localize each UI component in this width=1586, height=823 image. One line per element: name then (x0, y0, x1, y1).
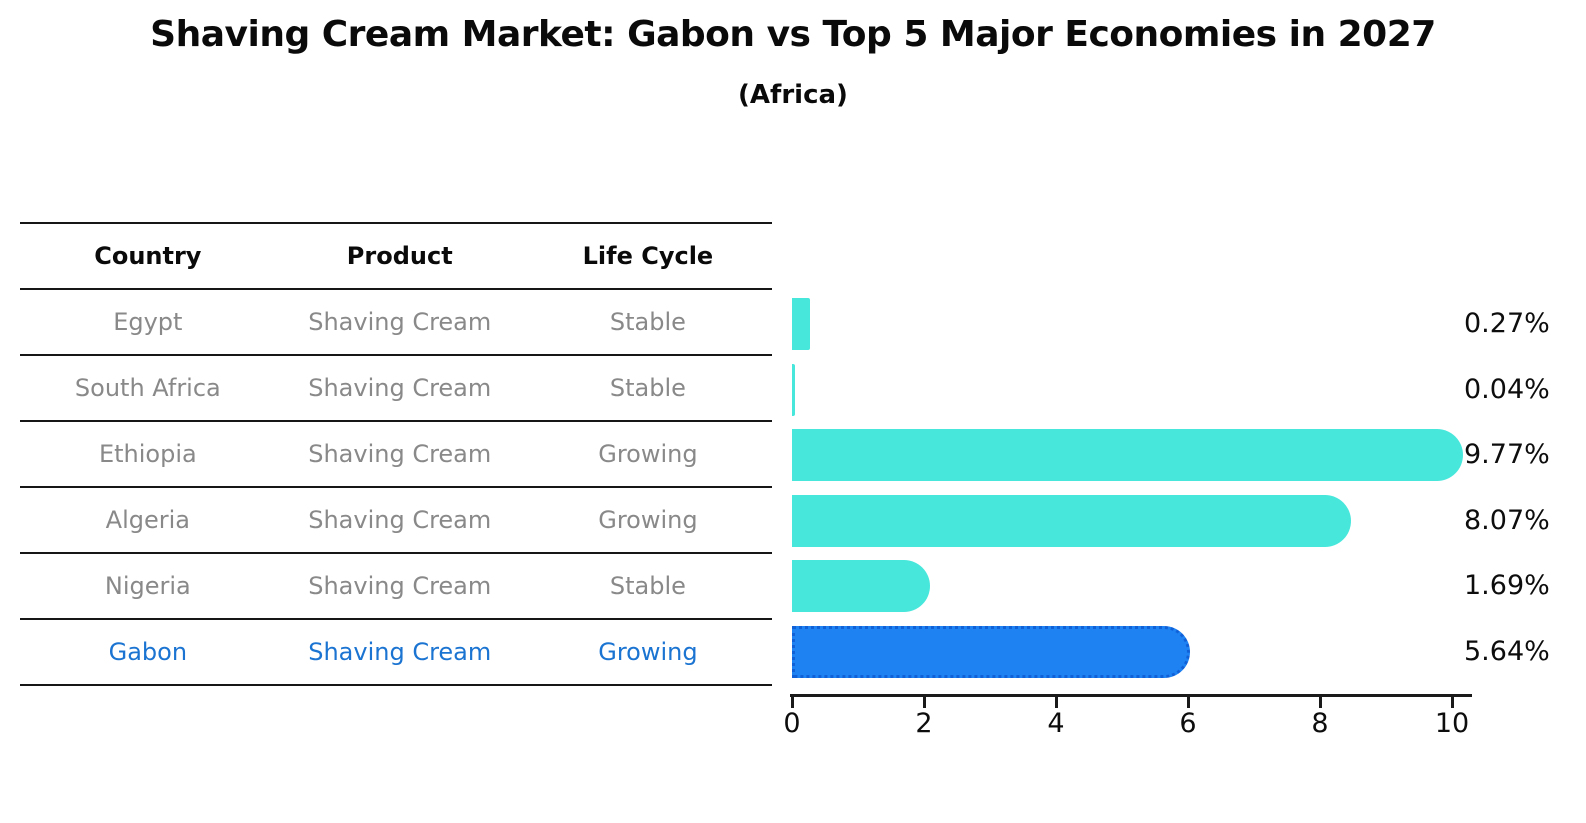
bar-value-label: 9.77% (1464, 439, 1550, 471)
table-row-gabon: Gabon Shaving Cream Growing (20, 620, 772, 686)
cell-country: Nigeria (104, 572, 191, 600)
cell-life-cycle: Stable (609, 308, 686, 336)
bar-south-africa (792, 363, 795, 416)
bar-value-label: 1.69% (1464, 570, 1550, 602)
cell-product: Shaving Cream (308, 440, 492, 468)
header-product: Product (346, 242, 453, 270)
table-row-south-africa: South Africa Shaving Cream Stable (20, 356, 772, 422)
cell-life-cycle: Growing (598, 638, 698, 666)
bar-ethiopia (792, 429, 1463, 482)
x-axis-tick (1054, 697, 1058, 708)
x-axis-tick-label: 2 (915, 708, 933, 739)
x-axis-tick-label: 10 (1434, 708, 1470, 739)
table-header-row: Country Product Life Cycle (20, 224, 772, 290)
table-row-nigeria: Nigeria Shaving Cream Stable (20, 554, 772, 620)
header-life-cycle: Life Cycle (582, 242, 714, 270)
x-axis-tick (790, 697, 794, 708)
x-axis-tick (1450, 697, 1454, 708)
cell-country: Egypt (113, 308, 183, 336)
cell-country: Gabon (108, 638, 188, 666)
x-axis-tick-label: 0 (783, 708, 801, 739)
cell-life-cycle: Growing (598, 506, 698, 534)
cell-product: Shaving Cream (308, 572, 492, 600)
bar-value-label: 0.04% (1464, 373, 1550, 405)
bar-egypt (792, 298, 810, 350)
header-country: Country (94, 242, 202, 270)
cell-country: South Africa (74, 374, 221, 402)
x-axis-tick (1318, 697, 1322, 708)
bar-value-label: 8.07% (1464, 504, 1550, 536)
bar-value-label: 5.64% (1464, 636, 1550, 667)
chart-title: Shaving Cream Market: Gabon vs Top 5 Maj… (150, 14, 1436, 55)
cell-product: Shaving Cream (308, 374, 492, 402)
bar-nigeria (792, 560, 930, 613)
x-axis-line (790, 694, 1472, 697)
cell-product: Shaving Cream (308, 506, 492, 534)
cell-life-cycle: Growing (598, 440, 698, 468)
x-axis-tick (1186, 697, 1190, 708)
x-axis-tick-label: 4 (1047, 708, 1065, 739)
x-axis-tick-label: 8 (1311, 708, 1329, 739)
cell-life-cycle: Stable (609, 374, 686, 402)
cell-life-cycle: Stable (609, 572, 686, 600)
bar-gabon (792, 626, 1191, 678)
bar-value-label: 0.27% (1464, 308, 1550, 339)
cell-product: Shaving Cream (308, 308, 492, 336)
table-row-algeria: Algeria Shaving Cream Growing (20, 488, 772, 554)
cell-product: Shaving Cream (308, 638, 492, 666)
table-row-ethiopia: Ethiopia Shaving Cream Growing (20, 422, 772, 488)
cell-country: Ethiopia (98, 440, 197, 468)
table-row-egypt: Egypt Shaving Cream Stable (20, 290, 772, 356)
cell-country: Algeria (105, 506, 190, 534)
bar-algeria (792, 494, 1351, 547)
country-table: Country Product Life Cycle Egypt Shaving… (20, 222, 772, 686)
x-axis-tick (922, 697, 926, 708)
x-axis-tick-label: 6 (1179, 708, 1197, 739)
chart-subtitle: (Africa) (738, 80, 848, 110)
